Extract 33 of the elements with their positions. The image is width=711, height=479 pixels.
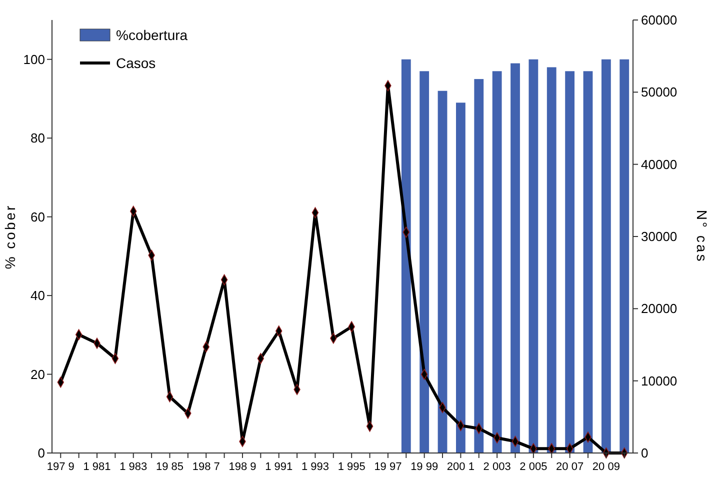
y2-tick-label: 20000 — [641, 301, 678, 316]
y2-tick-label: 60000 — [641, 12, 678, 28]
x-tick-label: 198 9 — [228, 461, 256, 473]
y-tick-label: 0 — [38, 446, 45, 461]
y-tick-label: 20 — [30, 366, 45, 382]
x-tick-label: 1 991 — [265, 461, 293, 473]
y2-axis-title: N° cas — [694, 210, 710, 264]
x-tick-label: 19 85 — [156, 461, 184, 473]
x-tick-label: 1 983 — [120, 461, 148, 473]
y2-tick-label: 30000 — [641, 229, 678, 244]
x-tick-label: 20 07 — [556, 461, 584, 473]
x-tick-label: 2 005 — [520, 461, 548, 473]
x-tick-label: 19 99 — [410, 461, 438, 473]
y-tick-label: 100 — [23, 52, 45, 67]
x-tick-label: 19 97 — [374, 461, 402, 473]
x-tick-label: 198 7 — [192, 461, 220, 473]
y2-tick-label: 40000 — [641, 156, 678, 172]
x-tick-label: 20 09 — [592, 461, 620, 473]
y-tick-label: 60 — [30, 209, 45, 224]
x-tick-label: 197 9 — [46, 461, 74, 473]
y-tick-label: 40 — [30, 288, 45, 304]
y-tick-label: 80 — [30, 130, 45, 146]
x-tick-label: 200 1 — [446, 461, 474, 473]
x-tick-label: 1 995 — [338, 461, 366, 473]
y-axis-title: % cober — [2, 204, 18, 270]
x-tick-label: 2 003 — [483, 461, 511, 473]
y2-tick-label: 10000 — [641, 373, 678, 388]
legend-label: Casos — [116, 54, 156, 71]
x-tick-label: 1 993 — [301, 461, 329, 473]
y2-tick-label: 50000 — [641, 84, 678, 100]
x-tick-label: 1 981 — [83, 461, 111, 473]
legend-label: %cobertura — [116, 26, 188, 43]
y2-tick-label: 0 — [641, 446, 648, 461]
